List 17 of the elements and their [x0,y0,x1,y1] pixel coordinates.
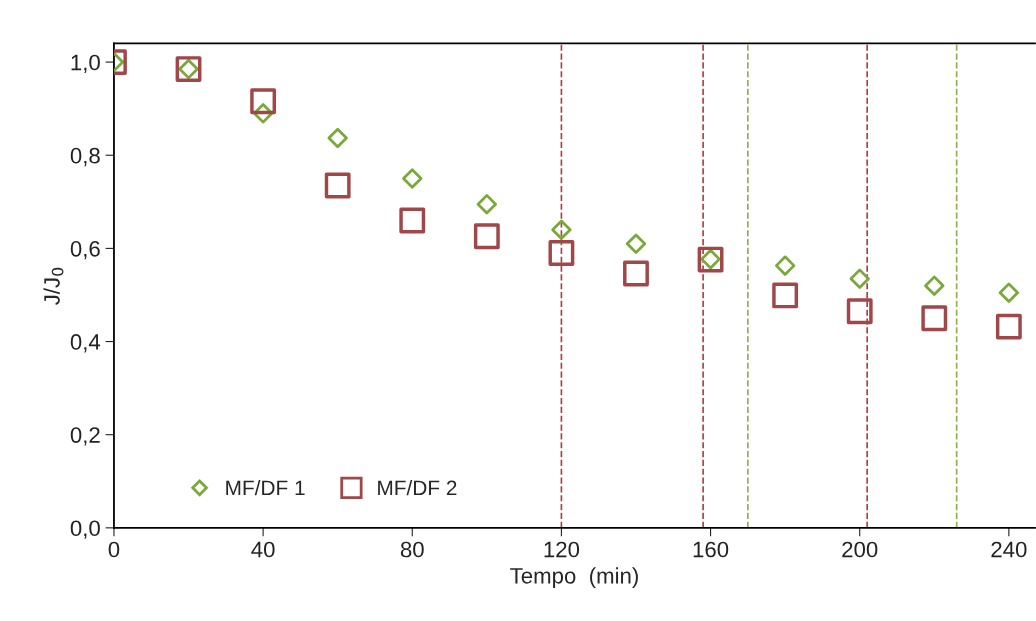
x-axis-title: Tempo (min) [510,567,638,589]
x-tick-label: 240 [991,541,1027,558]
y-tick-label: 0,4 [70,334,101,353]
x-tick-label: 40 [251,541,275,558]
y-tick-label: 0,0 [70,520,100,539]
x-tick-label: 0 [108,541,120,558]
x-tick-label: 200 [842,541,878,558]
y-tick-label: 0,2 [70,427,100,446]
y-tick-label: 0,8 [70,147,100,167]
x-tick-label: 160 [693,541,729,558]
x-tick-label: 80 [400,541,424,558]
y-axis-title: J/J$_{0}$ [43,267,64,305]
y-tick-label: 1,0 [71,54,100,73]
y-tick-label: 0,6 [70,240,100,260]
x-tick-label: 120 [544,541,580,558]
legend-label: MF/DF 1 [226,479,305,496]
legend-label: MF/DF 2 [378,479,457,496]
